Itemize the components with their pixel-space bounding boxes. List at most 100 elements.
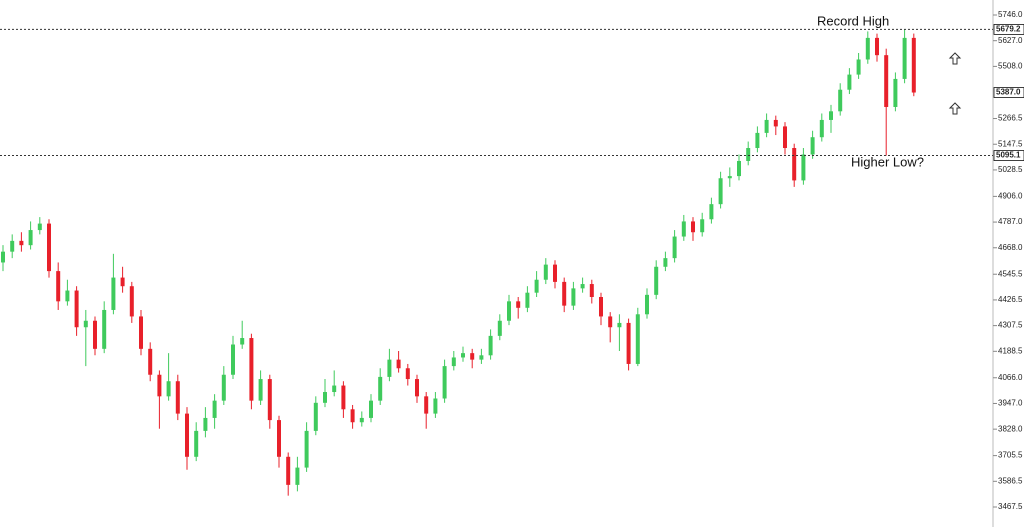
candle-body [47,223,51,272]
y-tick-label: 5627.0 [998,36,1023,45]
level-label: 5095.1 [996,151,1021,160]
candle-body [746,148,751,161]
level-label: 5387.0 [996,88,1021,97]
candle-body [304,430,309,468]
candle-body [433,398,438,414]
level-label-box [993,87,1024,98]
candle-body [755,132,760,149]
y-tick-label: 4307.5 [998,321,1023,330]
y-tick-label: 4906.0 [998,191,1023,200]
candle-body [175,381,180,414]
candle-body [19,240,24,246]
candle-body [672,236,677,259]
candle-body [819,119,824,138]
candle-body [323,392,327,403]
candle-body [681,221,686,237]
y-tick-label: 3828.0 [998,424,1023,433]
candle-body [847,74,852,90]
y-tick-label: 4426.5 [998,295,1023,304]
candle-body [65,290,70,302]
candle-body [902,37,907,79]
candle-body [470,353,475,360]
candle-body [589,284,594,298]
y-tick-label: 5508.0 [998,62,1023,71]
candle-body [74,290,79,328]
candle-body [28,230,33,246]
y-tick-label: 4787.0 [998,217,1023,226]
candle-body [286,456,291,485]
y-tick-label: 5147.5 [998,139,1023,148]
candle-body [295,467,300,485]
candle-body [792,148,797,181]
candle-body [875,37,879,56]
candle-body [516,301,521,308]
arrow-icon [948,52,962,115]
annotation: Record High [817,13,889,28]
candle-body [525,292,530,308]
candle-body [332,385,337,393]
candle-body [221,374,226,401]
candle-body [277,420,281,457]
candle-body [415,379,419,397]
candle-body [562,281,567,306]
candle-body [488,335,493,356]
candle-body [240,338,245,345]
candle-body [56,271,61,302]
candle-body [838,89,843,112]
candle-body [691,221,695,233]
candle-body [359,417,364,423]
candle-body [543,264,548,280]
candle-body [258,379,263,401]
candle-body [645,294,649,315]
candle-body [249,338,254,401]
y-tick-label: 4668.0 [998,243,1023,252]
y-tick-label: 5746.0 [998,10,1023,19]
candle-body [203,417,208,431]
candle-body [580,284,585,289]
candle-body [166,381,171,397]
level-label-box [993,24,1024,35]
candle-body [626,322,631,364]
candle-body [387,359,392,377]
candle-body [396,359,401,369]
y-tick-label: 5028.5 [998,165,1023,174]
y-tick-label: 3705.5 [998,451,1023,460]
candle-body [709,204,714,220]
candle-body [635,314,640,364]
candle-body [267,379,272,421]
candle-body [783,126,787,149]
y-tick-label: 4545.5 [998,269,1023,278]
candle-body [617,322,622,328]
candle-body [810,137,815,155]
candle-body [737,160,741,177]
candle-body [451,357,456,367]
y-tick-label: 4188.5 [998,346,1023,355]
candle-body [341,385,346,410]
candle-body [231,344,235,375]
y-tick-label: 5266.5 [998,114,1023,123]
candle-body [718,178,723,205]
candle-body [350,409,355,423]
candle-body [148,348,153,375]
candle-body [1,251,5,263]
candle-body [856,59,861,75]
candle-body [571,288,576,306]
candle-body [829,111,833,120]
candle-body [764,119,769,133]
candle-body [801,154,806,181]
candle-body [773,119,778,127]
candle-body [461,353,465,358]
candle-body [212,400,217,418]
candle-body [405,368,410,380]
candle-body [865,37,870,60]
candle-body [884,55,889,107]
candle-body [10,240,15,252]
candle-body [700,219,705,233]
level-label: 5679.2 [996,25,1021,34]
candle-body [479,355,484,360]
candle-body [313,402,318,431]
candle-body [139,316,143,349]
y-tick-label: 4066.0 [998,373,1023,382]
candle-body [507,301,511,321]
candle-body [608,316,613,328]
